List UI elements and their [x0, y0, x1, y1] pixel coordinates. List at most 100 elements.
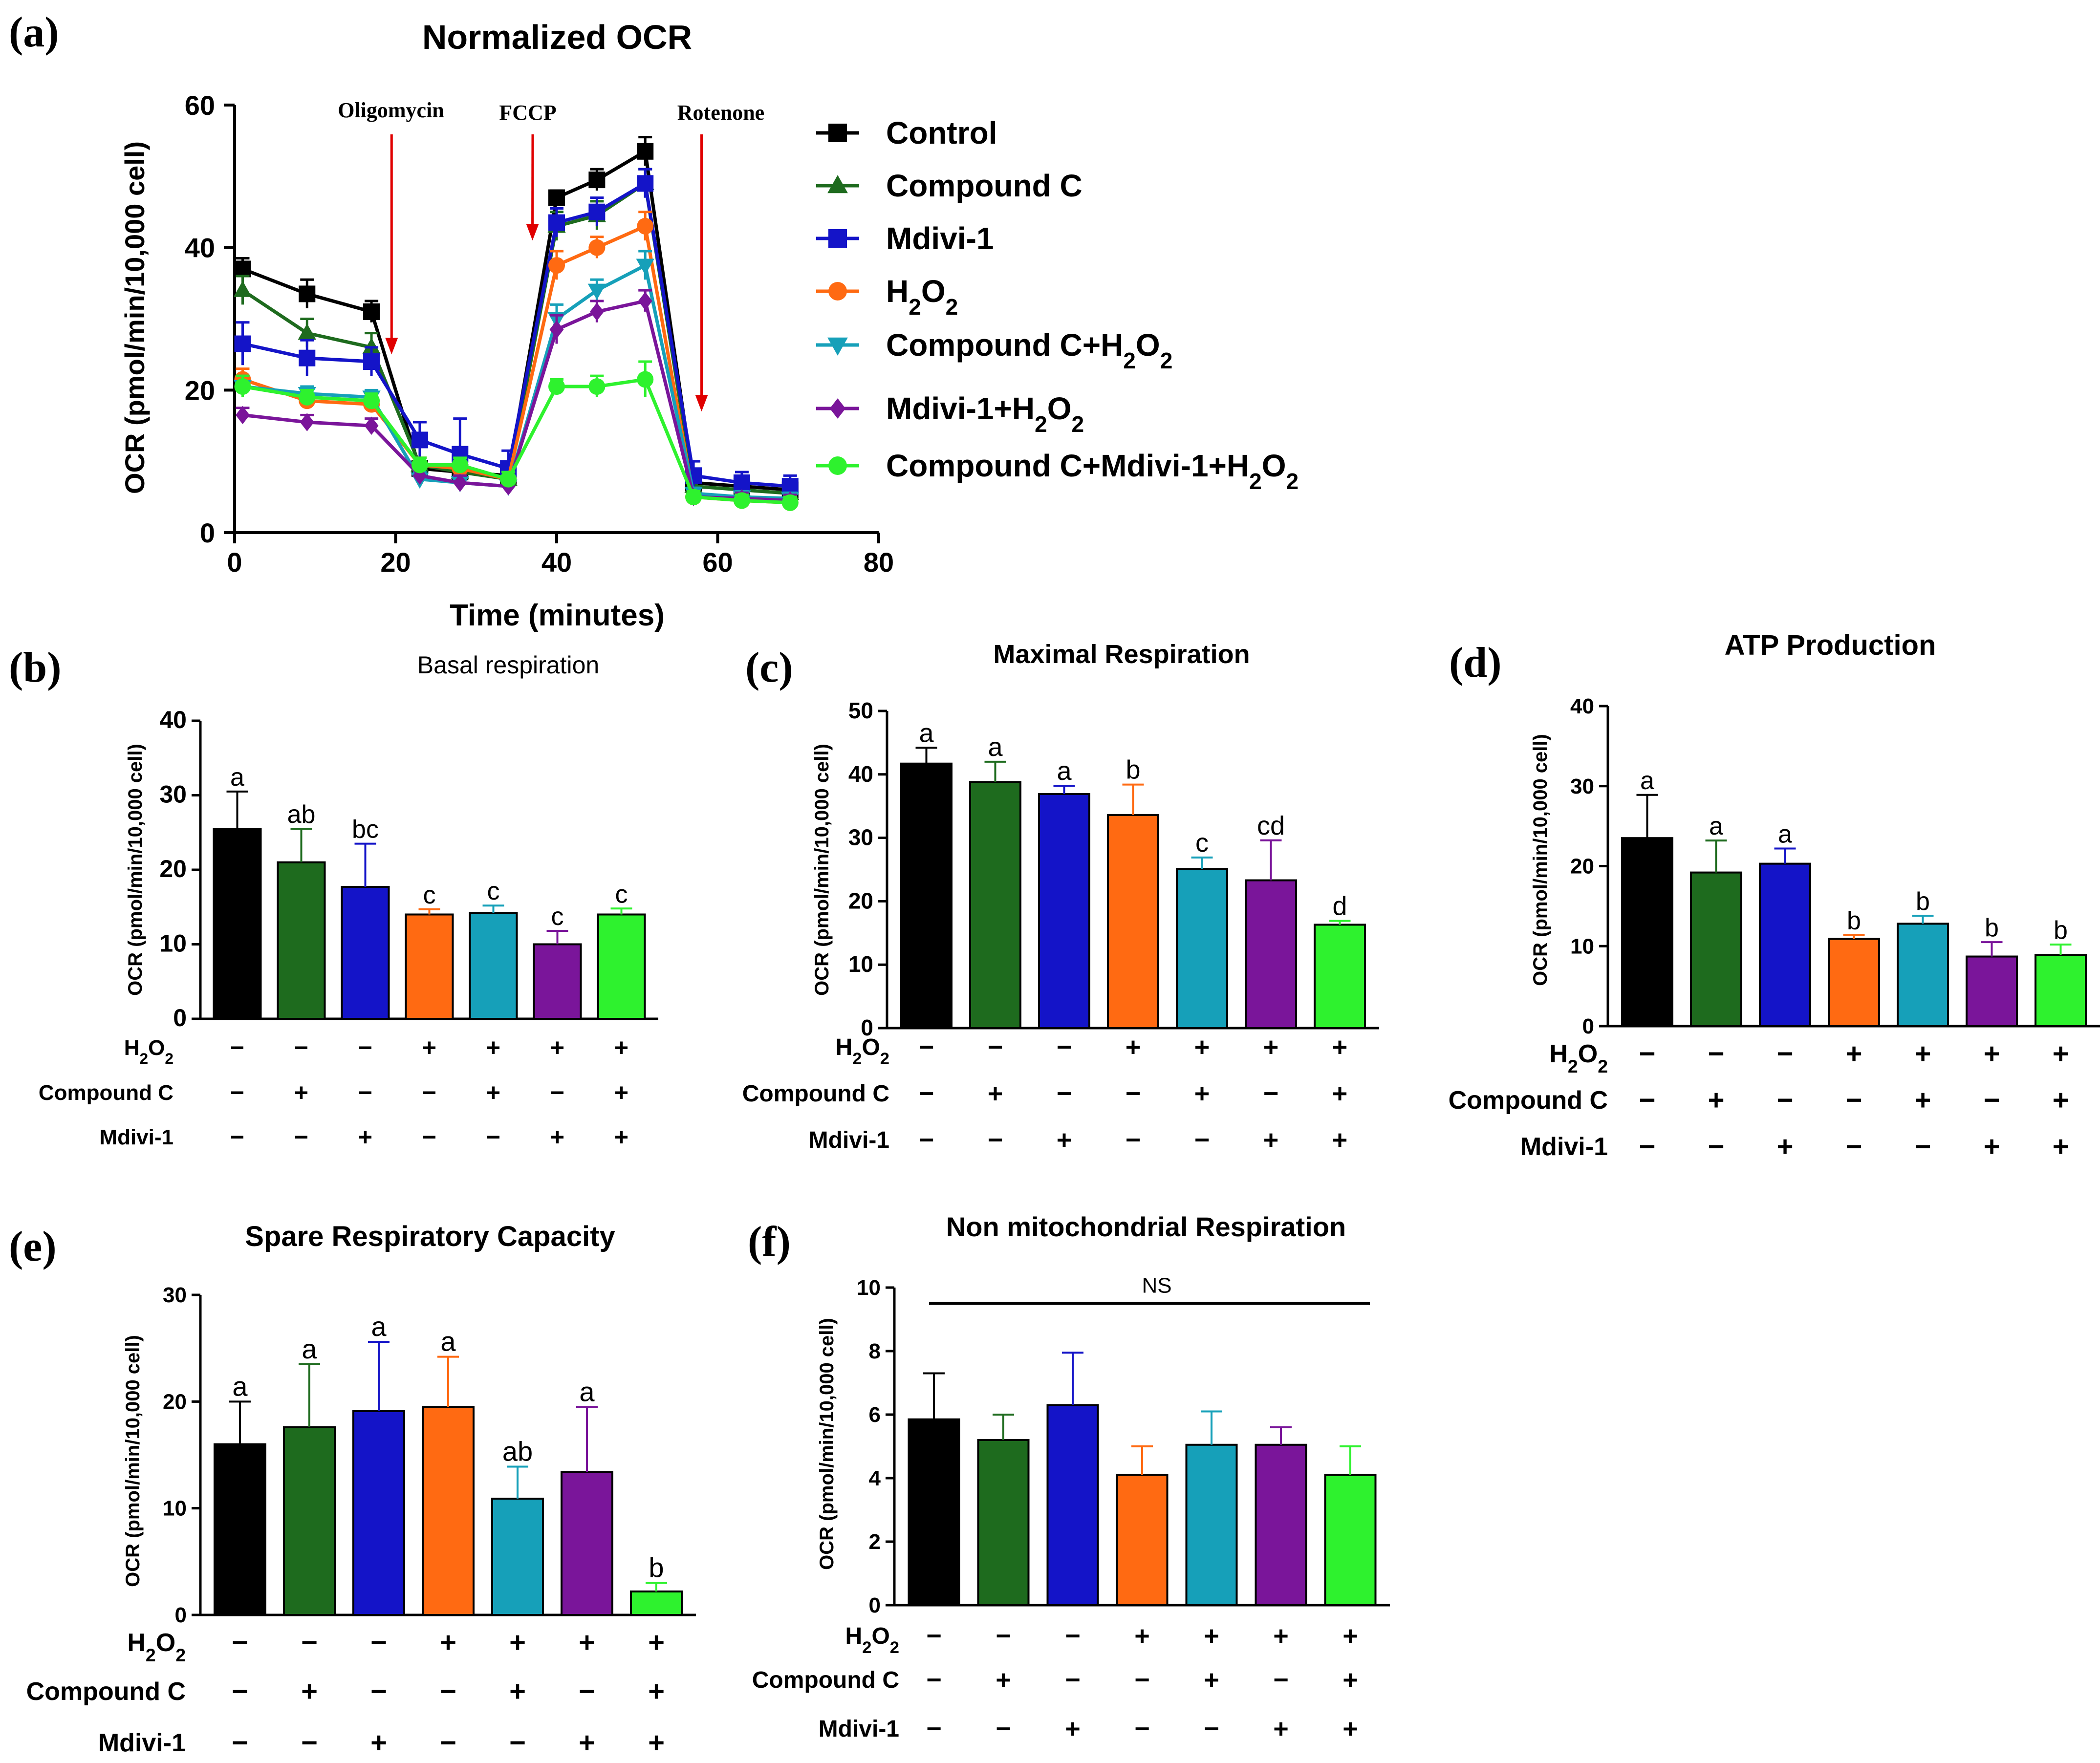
treatment-sign: +	[614, 1123, 628, 1151]
data-point	[300, 413, 314, 431]
treatment-sign: −	[996, 1621, 1011, 1651]
treatment-sign: +	[1342, 1714, 1358, 1743]
y-tick-label: 40	[1570, 694, 1594, 718]
y-tick-label: 20	[1570, 855, 1594, 879]
significance-label: a	[440, 1326, 456, 1357]
bar-mdivi-1	[1046, 1404, 1099, 1606]
treatment-sign: −	[926, 1621, 942, 1651]
treatment-sign: +	[1194, 1079, 1210, 1108]
data-point	[453, 473, 467, 492]
bar-compound-c-mdivi-1-h2o2	[1314, 924, 1366, 1030]
bar-mdivi-1	[341, 886, 390, 1020]
data-point	[364, 416, 379, 435]
legend-item-compound-c-h2o2: Compound C+H2O2	[816, 327, 1172, 373]
treatment-sign: −	[1273, 1665, 1289, 1695]
data-point	[637, 143, 654, 160]
bar-mdivi-1-h2o2	[1255, 1443, 1307, 1606]
legend-label: Compound C	[886, 168, 1082, 203]
treatment-sign: −	[579, 1676, 595, 1707]
treatment-sign: −	[1639, 1038, 1656, 1070]
treatment-sign: −	[988, 1125, 1003, 1155]
treatment-sign: −	[1134, 1714, 1150, 1743]
y-tick-label: 0	[869, 1593, 881, 1617]
y-tick-label: 10	[1570, 934, 1594, 958]
treatment-sign: +	[1057, 1125, 1072, 1155]
treatment-label-compound-c: Compound C	[1449, 1086, 1608, 1115]
y-tick-label: 10	[857, 1276, 881, 1300]
data-point	[587, 283, 606, 300]
y-tick-label: 0	[861, 1015, 873, 1040]
treatment-sign: +	[1065, 1714, 1081, 1743]
legend-label: Compound C+Mdivi-1+H2O2	[886, 448, 1299, 494]
treatment-sign: +	[1332, 1125, 1348, 1155]
treatment-sign: −	[1846, 1084, 1862, 1116]
panel-label-d: (d)	[1449, 639, 1502, 687]
legend-marker	[827, 175, 848, 194]
data-point	[236, 406, 250, 425]
treatment-sign: −	[1263, 1079, 1279, 1108]
significance-line-label: NS	[1142, 1274, 1171, 1298]
y-tick-label: 0	[173, 1004, 187, 1032]
treatment-sign: +	[614, 1034, 628, 1061]
treatment-sign: −	[919, 1032, 934, 1062]
treatment-sign: −	[440, 1727, 456, 1759]
significance-label: cd	[1257, 811, 1285, 840]
legend-label: Control	[886, 115, 997, 150]
y-axis-label: OCR (pmol/min/10,000 cell)	[125, 744, 146, 996]
significance-label: b	[1916, 887, 1930, 916]
treatment-sign: −	[919, 1079, 934, 1108]
bar-compound-c-mdivi-1-h2o2	[1324, 1474, 1377, 1606]
treatment-sign: +	[2053, 1038, 2069, 1070]
y-tick-label: 20	[185, 375, 215, 406]
bar-compound-c-mdivi-1-h2o2	[597, 913, 646, 1020]
significance-label: a	[1640, 767, 1654, 795]
treatment-label-compound-c: Compound C	[742, 1081, 889, 1107]
treatment-sign: +	[988, 1079, 1003, 1108]
data-point	[588, 378, 606, 395]
legend-label: Mdivi-1+H2O2	[886, 391, 1084, 437]
treatment-sign: +	[1194, 1032, 1210, 1062]
x-tick-label: 40	[541, 547, 572, 578]
treatment-sign: +	[648, 1727, 665, 1759]
data-point	[234, 378, 251, 395]
legend-item-h2o2: H2O2	[816, 274, 958, 320]
data-point	[588, 239, 606, 256]
x-tick-label: 60	[702, 547, 733, 578]
treatment-sign: −	[358, 1079, 372, 1106]
data-point	[362, 338, 381, 354]
treatment-label-compound-c: Compound C	[752, 1667, 899, 1693]
y-tick-label: 6	[869, 1403, 881, 1427]
treatment-sign: −	[1134, 1665, 1150, 1695]
data-point	[548, 257, 565, 274]
treatment-sign: +	[1777, 1131, 1794, 1162]
treatment-sign: +	[1273, 1714, 1289, 1743]
y-axis-label: OCR (pmol/min/10,000 cell)	[122, 1335, 144, 1587]
data-point	[637, 371, 654, 388]
bar-h2o2	[1107, 814, 1159, 1029]
treatment-label-h2o2: H2O2	[1549, 1040, 1608, 1076]
treatment-sign: −	[1057, 1032, 1072, 1062]
treatment-sign: +	[422, 1034, 436, 1061]
data-point	[298, 323, 316, 340]
y-tick-label: 30	[159, 781, 187, 808]
significance-label: a	[302, 1333, 317, 1364]
significance-label: c	[1195, 828, 1209, 858]
y-tick-label: 10	[848, 951, 873, 977]
bar-control	[1621, 837, 1673, 1027]
bar-mdivi-1	[1038, 793, 1090, 1029]
treatment-sign: +	[648, 1627, 665, 1658]
treatment-sign: +	[440, 1627, 456, 1658]
chart-title: Basal respiration	[417, 651, 599, 679]
treatment-sign: +	[579, 1627, 595, 1658]
significance-label: c	[615, 880, 628, 908]
data-point	[411, 456, 428, 473]
bar-compound-c	[969, 781, 1021, 1029]
legend-marker	[827, 337, 848, 356]
significance-label: a	[1778, 820, 1792, 848]
treatment-sign: +	[996, 1665, 1011, 1695]
y-tick-label: 0	[200, 517, 215, 548]
significance-label: c	[487, 877, 500, 905]
bar-mdivi-1-h2o2	[561, 1471, 613, 1616]
y-tick-label: 50	[848, 698, 873, 723]
treatment-sign: −	[232, 1676, 248, 1707]
